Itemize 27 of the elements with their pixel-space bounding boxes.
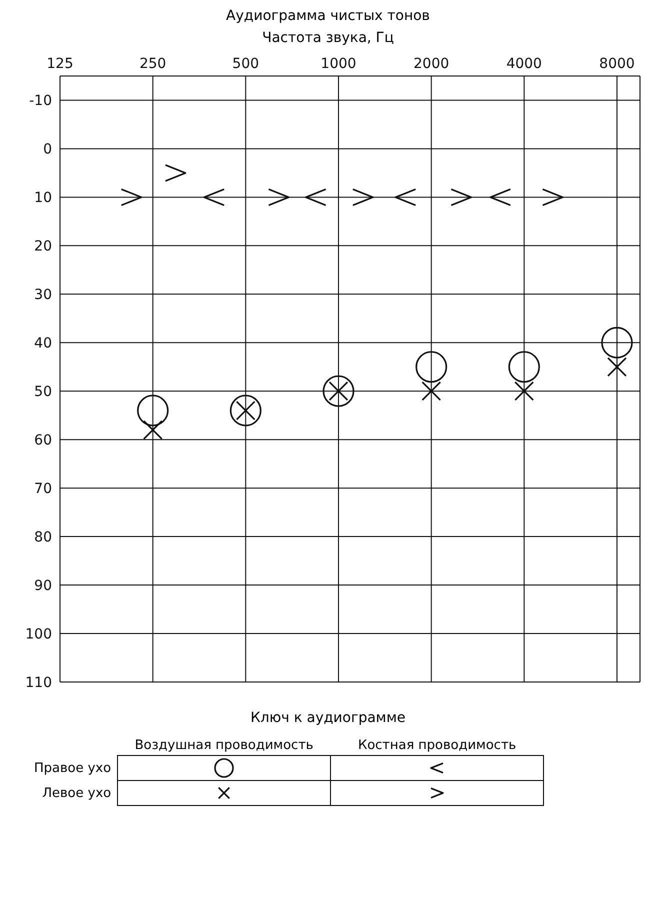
y-tick-label: 40: [34, 336, 52, 352]
text: Костная проводимость: [356, 737, 518, 755]
y-tick-label: 50: [34, 384, 52, 400]
x-tick-label: 8000: [599, 56, 635, 72]
x-tick-label: 4000: [506, 56, 542, 72]
y-tick-label: 90: [34, 578, 52, 594]
text: Воздушная проводимость: [134, 737, 314, 755]
y-tick-label: 60: [34, 432, 52, 449]
chart-title: Аудиограмма чистых тонов: [225, 8, 431, 24]
y-tick-label: 110: [25, 674, 52, 691]
text: Левое ухо: [41, 784, 112, 802]
x-tick-label: 500: [232, 56, 260, 72]
y-tick-label: 100: [25, 626, 52, 642]
y-tick-label: 80: [34, 530, 52, 546]
x-tick-label: 125: [46, 56, 74, 72]
y-tick-label: -10: [29, 93, 52, 110]
x-axis-title: Частота звука, Гц: [261, 30, 395, 46]
x-tick-label: 1000: [320, 56, 356, 72]
x-tick-label: 250: [139, 56, 166, 72]
y-tick-label: 0: [43, 142, 52, 158]
text: Правое ухо: [33, 760, 112, 778]
y-tick-label: 20: [34, 238, 52, 255]
y-tick-label: 70: [34, 481, 52, 498]
y-tick-label: 10: [34, 190, 52, 206]
text: Ключ к аудиограмме: [249, 710, 407, 726]
x-tick-label: 2000: [414, 56, 450, 72]
y-tick-label: 30: [34, 287, 52, 304]
